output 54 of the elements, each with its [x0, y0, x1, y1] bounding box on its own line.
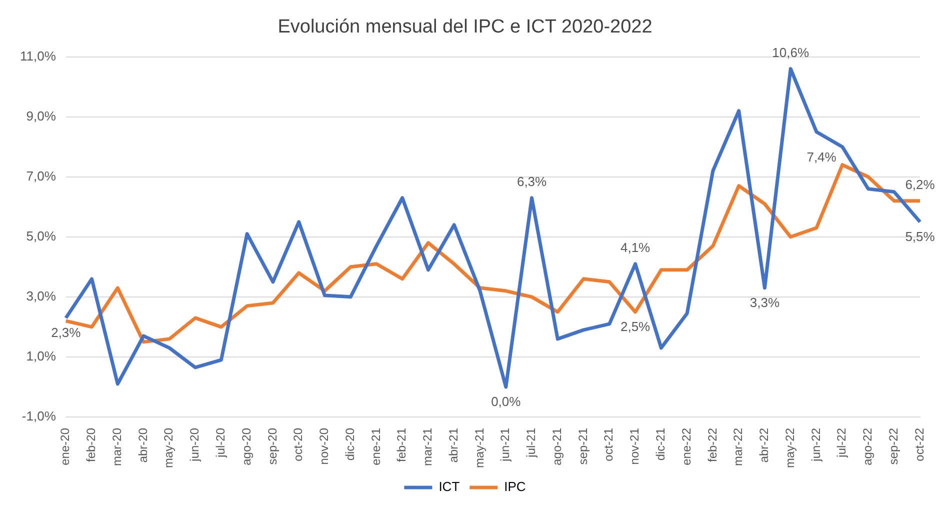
x-tick-label: abr-22: [757, 428, 772, 463]
x-tick-label: feb-22: [705, 428, 720, 462]
y-tick-label: 7,0%: [26, 168, 56, 184]
x-tick-label: feb-21: [394, 428, 409, 462]
x-tick-label: mar-20: [110, 428, 124, 466]
x-tick-label: feb-20: [84, 428, 98, 462]
x-tick-label: oct-22: [912, 428, 926, 462]
x-tick-label: jun-22: [808, 428, 823, 462]
x-tick-label: dic-21: [653, 428, 668, 461]
x-tick-label: ago-21: [550, 428, 564, 466]
x-tick-label: mar-22: [731, 428, 746, 466]
y-tick-label: 3,0%: [26, 288, 56, 304]
x-tick-label: may-21: [472, 428, 486, 468]
x-tick-label: nov-20: [317, 428, 332, 465]
data-label: 10,6%: [772, 44, 810, 60]
y-tick-label: 11,0%: [20, 48, 56, 64]
x-tick-label: jul-22: [834, 428, 849, 458]
y-tick-label: 1,0%: [26, 348, 56, 364]
x-tick-label: sep-20: [265, 428, 280, 465]
x-tick-label: abr-20: [136, 428, 150, 463]
x-tick-label: may-20: [162, 428, 176, 468]
x-tick-label: may-22: [782, 428, 797, 468]
x-tick-label: mar-21: [420, 428, 435, 466]
data-label: 6,3%: [516, 174, 548, 189]
data-label: 3,3%: [750, 295, 780, 310]
x-tick-label: jul-21: [524, 428, 538, 458]
x-tick-label: jul-20: [214, 428, 228, 458]
x-tick-label: ene-20: [58, 428, 72, 466]
y-tick-label: 5,0%: [26, 228, 56, 244]
x-tick-label: jun-21: [498, 428, 512, 462]
x-tick-label: sep-22: [886, 428, 900, 465]
x-tick-label: ago-20: [239, 428, 254, 466]
data-label: 5,5%: [905, 228, 936, 244]
data-label: 7,4%: [806, 149, 837, 164]
x-tick-label: ago-22: [860, 428, 875, 466]
y-tick-label: -1,0%: [22, 408, 56, 424]
x-tick-label: ene-21: [368, 428, 383, 466]
y-tick-label: 9,0%: [26, 108, 56, 124]
data-label: 2,3%: [51, 325, 82, 340]
data-label: 0,0%: [491, 394, 522, 410]
data-label: 4,1%: [620, 240, 651, 255]
legend-label: IPC: [504, 479, 526, 494]
x-tick-label: jun-20: [188, 428, 202, 462]
x-tick-label: oct-20: [291, 428, 306, 462]
x-tick-label: dic-20: [342, 428, 357, 461]
x-tick-label: abr-21: [446, 428, 460, 463]
x-tick-label: oct-21: [602, 428, 616, 462]
legend-label: ICT: [438, 479, 460, 494]
x-tick-label: ene-22: [679, 428, 694, 466]
x-tick-label: sep-21: [576, 428, 590, 465]
data-label: 2,5%: [620, 319, 651, 334]
data-label: 6,2%: [905, 176, 936, 192]
x-tick-label: nov-21: [628, 428, 642, 465]
chart-title: Evolución mensual del IPC e ICT 2020-2022: [278, 16, 652, 38]
